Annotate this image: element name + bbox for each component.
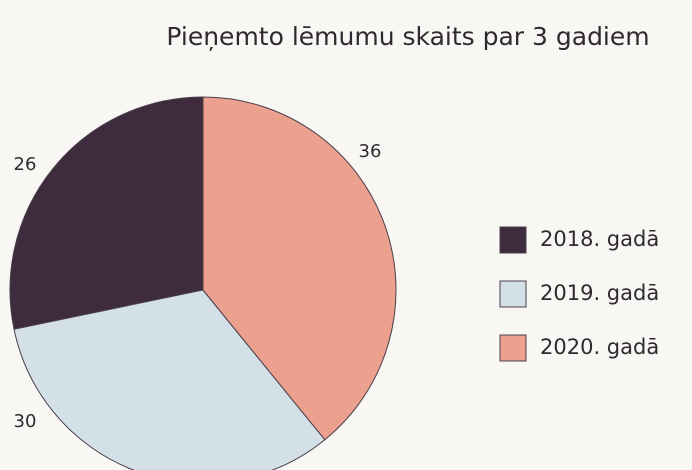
chart-title: Pieņemto lēmumu skaits par 3 gadiem: [166, 22, 649, 51]
data-label: 30: [14, 411, 37, 432]
data-label: 36: [359, 141, 382, 162]
legend-swatch: [499, 226, 527, 254]
pie-slice: [13, 289, 326, 470]
legend-swatch: [499, 334, 527, 362]
pie-slice: [202, 96, 397, 441]
legend-swatch: [499, 280, 527, 308]
data-label: 26: [14, 154, 37, 175]
legend-label: 2020. gadā: [540, 335, 659, 359]
legend-label: 2018. gadā: [540, 227, 659, 251]
legend-label: 2019. gadā: [540, 281, 659, 305]
pie-slice: [9, 96, 204, 330]
